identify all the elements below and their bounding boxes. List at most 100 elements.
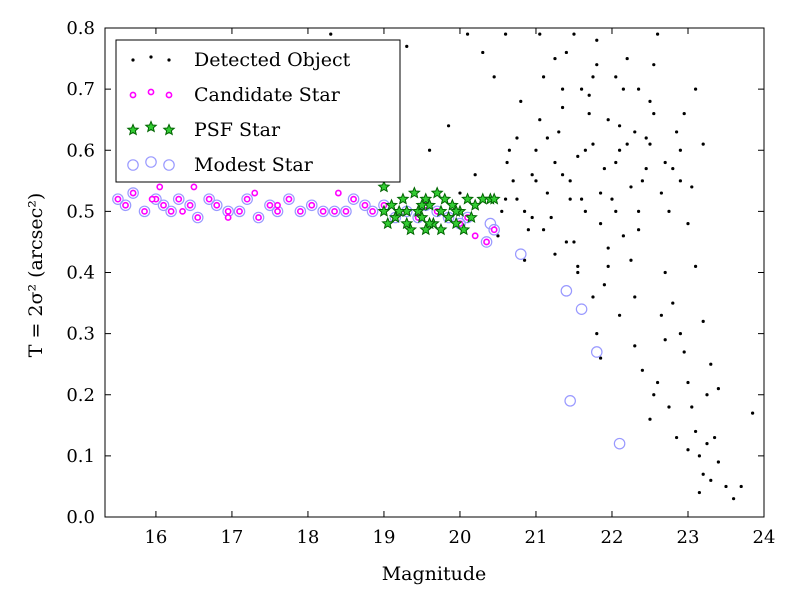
detected-object-point xyxy=(564,240,568,244)
psf-star-point xyxy=(419,222,433,236)
x-tick-label: 24 xyxy=(753,527,776,548)
detected-object-point xyxy=(576,154,580,158)
detected-object-point xyxy=(693,264,698,268)
candidate-star-point xyxy=(342,207,350,215)
detected-object-point xyxy=(648,99,652,103)
x-tick-label: 21 xyxy=(525,527,548,548)
detected-object-point xyxy=(515,197,519,201)
detected-object-point xyxy=(709,362,713,366)
detected-object-point xyxy=(633,344,637,348)
detected-object-point xyxy=(503,197,508,201)
psf-star-point xyxy=(430,186,444,199)
x-tick-label: 17 xyxy=(220,527,243,548)
detected-object-point xyxy=(636,228,641,232)
modest-star-point xyxy=(252,211,265,224)
detected-object-point xyxy=(560,173,565,177)
y-tick-label: 0.0 xyxy=(66,507,95,528)
psf-star-point xyxy=(400,216,414,230)
detected-object-point xyxy=(617,148,622,152)
psf-star-point xyxy=(464,210,478,223)
detected-object-point xyxy=(534,179,538,183)
candidate-star-point xyxy=(331,207,338,215)
legend: Detected Object Candidate Star PSF Star … xyxy=(115,39,401,183)
modest-star-point xyxy=(575,303,588,315)
detected-object-point xyxy=(739,484,743,489)
candidate-star-point xyxy=(319,207,327,215)
detected-object-point xyxy=(505,160,509,165)
detected-object-point xyxy=(614,209,618,213)
y-tick-label: 0.6 xyxy=(66,140,95,161)
candidate-star-point xyxy=(122,201,129,209)
candidate-star-point xyxy=(334,189,342,197)
detected-object-point xyxy=(640,368,644,372)
detected-object-point xyxy=(731,497,736,501)
legend-box xyxy=(115,39,401,183)
candidate-star-point xyxy=(167,207,175,215)
detected-object-point xyxy=(560,105,565,110)
detected-object-point xyxy=(458,191,462,195)
candidate-star-point xyxy=(274,207,281,215)
psf-star-point xyxy=(415,198,429,211)
candidate-star-point xyxy=(308,201,316,209)
modest-star-point xyxy=(127,187,139,199)
detected-object-point xyxy=(617,124,622,128)
modest-star-point xyxy=(283,193,295,205)
candidate-star-point xyxy=(114,195,122,203)
detected-object-point xyxy=(667,405,671,409)
x-tick-label: 20 xyxy=(449,527,472,548)
detected-object-point xyxy=(534,148,538,152)
psf-star-point xyxy=(385,198,399,211)
detected-object-point xyxy=(572,240,576,244)
detected-object-point xyxy=(579,87,584,91)
modest-star-point xyxy=(359,199,371,212)
detected-object-point xyxy=(750,411,755,415)
candidate-star-point xyxy=(190,183,198,191)
x-axis: 16 17 18 19 20 21 22 23 24 xyxy=(144,28,775,548)
detected-object-point xyxy=(697,454,701,458)
candidate-star-point xyxy=(251,189,259,197)
detected-object-point xyxy=(598,222,603,226)
legend-marker-candidate-star xyxy=(165,91,173,99)
detected-object-point xyxy=(557,130,561,134)
psf-star-point xyxy=(381,216,395,230)
detected-object-point xyxy=(629,258,633,262)
detected-object-point xyxy=(716,387,720,391)
detected-object-point xyxy=(530,215,534,220)
detected-object-point xyxy=(625,142,629,146)
legend-label-psf-star: PSF Star xyxy=(194,119,281,141)
candidate-star-point xyxy=(350,195,357,203)
y-tick-label: 0.5 xyxy=(66,201,95,222)
plot-frame xyxy=(104,27,765,518)
detected-object-point xyxy=(678,148,682,152)
modest-star-point xyxy=(613,437,626,450)
detected-object-point xyxy=(481,50,485,55)
modest-star-point xyxy=(203,193,215,205)
detected-object-point xyxy=(541,75,546,79)
detected-object-point xyxy=(633,130,637,134)
detected-object-point xyxy=(564,50,568,55)
detected-object-point xyxy=(553,252,557,256)
detected-object-point xyxy=(587,93,591,97)
modest-star-point xyxy=(241,193,253,205)
psf-star-point xyxy=(396,192,410,205)
detected-object-point xyxy=(693,87,698,91)
detected-object-point xyxy=(507,148,511,152)
x-tick-label: 23 xyxy=(677,527,700,548)
psf-star-point xyxy=(449,216,463,230)
modest-star-point xyxy=(184,199,196,212)
detected-object-point xyxy=(682,350,686,354)
candidate-star-point xyxy=(148,195,156,203)
detected-object-point xyxy=(705,442,709,446)
psf-star-point xyxy=(404,222,418,236)
detected-object-point xyxy=(572,32,576,36)
detected-object-point xyxy=(686,222,690,226)
candidate-star-point xyxy=(266,201,274,209)
legend-marker-detected-object xyxy=(149,55,153,59)
detected-object-point xyxy=(591,75,595,79)
psf-star-point xyxy=(423,216,437,230)
detected-object-point xyxy=(503,32,508,36)
detected-object-point xyxy=(595,38,599,42)
psf-star-point xyxy=(377,180,391,193)
candidate-star-point xyxy=(205,195,213,203)
detected-object-point xyxy=(625,56,629,61)
